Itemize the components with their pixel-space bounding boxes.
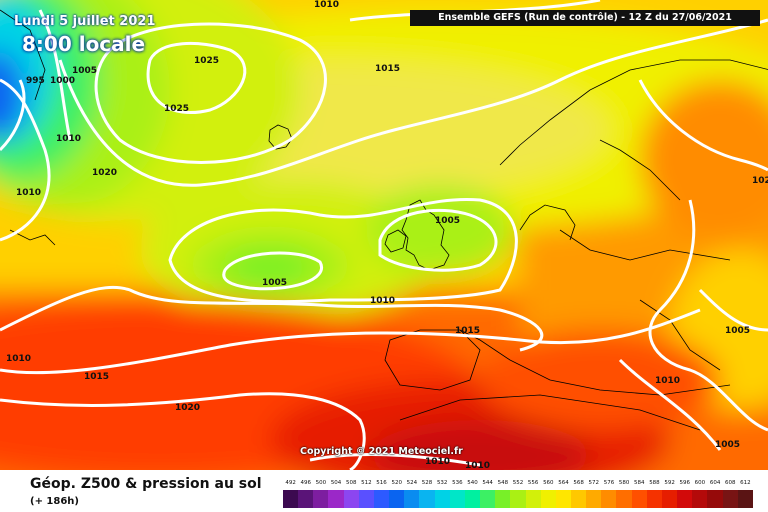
colorscale-label: 592 bbox=[664, 480, 675, 486]
colorscale-label: 552 bbox=[512, 480, 524, 486]
isobar-label: 1010 bbox=[16, 188, 42, 198]
colorscale-swatch bbox=[464, 490, 481, 508]
colorscale-swatch bbox=[677, 490, 693, 508]
coastlines bbox=[0, 9, 768, 431]
isobar-label: 1015 bbox=[455, 326, 481, 336]
forecast-local-time: 8:00 locale bbox=[22, 32, 146, 56]
colorscale-swatch bbox=[283, 490, 299, 508]
isobar-label: 1010 bbox=[370, 296, 396, 306]
forecast-step: (+ 186h) bbox=[30, 496, 79, 507]
colorscale-swatch bbox=[555, 490, 571, 508]
colorscale-label: 532 bbox=[436, 480, 448, 486]
colorscale-swatch bbox=[389, 490, 405, 508]
isobar-label: 1010 bbox=[6, 354, 32, 364]
isobar-label: 995 bbox=[26, 76, 45, 86]
isobar-label: 1010 bbox=[655, 376, 681, 386]
colorscale-label: 604 bbox=[709, 480, 721, 486]
colorscale-swatch bbox=[616, 490, 632, 508]
colorscale-label: 548 bbox=[497, 480, 509, 486]
colorscale-swatch bbox=[692, 490, 708, 508]
colorscale-swatch bbox=[313, 490, 329, 508]
colorscale-label: 492 bbox=[285, 480, 296, 486]
colorscale-label: 560 bbox=[543, 480, 554, 486]
isobar-label: 1005 bbox=[725, 326, 751, 336]
colorscale-label: 520 bbox=[391, 480, 402, 486]
isobar-label: 1010 bbox=[314, 0, 340, 10]
forecast-date: Lundi 5 juillet 2021 bbox=[14, 14, 156, 29]
colorscale-label: 576 bbox=[603, 480, 615, 486]
colorscale-swatch bbox=[570, 490, 587, 508]
colorscale-label: 496 bbox=[300, 480, 311, 486]
isobar-label: 1005 bbox=[72, 66, 98, 76]
isobar-label: 1005 bbox=[435, 216, 461, 226]
isobars bbox=[0, 0, 768, 470]
isobar-label: 1020 bbox=[92, 168, 118, 178]
model-run-info: Ensemble GEFS (Run de contrôle) - 12 Z d… bbox=[410, 10, 760, 26]
colorscale-label: 588 bbox=[649, 480, 660, 486]
colorscale-swatch bbox=[646, 490, 662, 508]
colorscale-label: 516 bbox=[376, 480, 387, 486]
colorscale-label: 584 bbox=[634, 480, 645, 486]
colorscale-swatch bbox=[661, 490, 678, 508]
colorscale-label: 564 bbox=[558, 480, 569, 486]
colorscale-label: 512 bbox=[361, 480, 372, 486]
colorscale-label: 524 bbox=[406, 480, 418, 486]
colorscale-label: 528 bbox=[421, 480, 433, 486]
colorscale-swatch bbox=[419, 490, 435, 508]
colorscale-swatch bbox=[404, 490, 420, 508]
colorscale-label: 556 bbox=[527, 480, 539, 486]
isobar-label: 1020 bbox=[175, 403, 201, 413]
colorscale-swatch bbox=[343, 490, 359, 508]
isobar-label: 1015 bbox=[84, 372, 110, 382]
colorscale-label: 608 bbox=[725, 480, 736, 486]
geopotential-field bbox=[0, 0, 768, 470]
isobar-label: 1005 bbox=[715, 440, 741, 450]
colorscale-swatch bbox=[358, 490, 374, 508]
colorscale-label: 600 bbox=[694, 480, 706, 486]
map-footer: Géop. Z500 & pression au sol (+ 186h) 49… bbox=[0, 470, 768, 512]
colorscale-label: 572 bbox=[588, 480, 600, 486]
isobar-label: 1025 bbox=[164, 104, 190, 114]
colorscale-label: 612 bbox=[740, 480, 751, 486]
colorscale-swatch bbox=[737, 490, 753, 508]
colorscale-label: 580 bbox=[618, 480, 630, 486]
colorscale-label: 500 bbox=[315, 480, 327, 486]
colorscale-swatch bbox=[298, 490, 314, 508]
colorscale-swatch bbox=[373, 490, 390, 508]
map-canvas bbox=[0, 0, 768, 470]
isobar-label: 1010 bbox=[56, 134, 82, 144]
colorscale-label: 540 bbox=[467, 480, 478, 486]
colorscale-swatch bbox=[707, 490, 723, 508]
isobar-label: 1025 bbox=[194, 56, 220, 66]
copyright-notice: Copyright © 2021 Meteociel.fr bbox=[300, 446, 463, 457]
colorscale-swatch bbox=[328, 490, 344, 508]
colorscale-swatch bbox=[540, 490, 556, 508]
isobar-label: 1000 bbox=[50, 76, 76, 86]
weather-map: 1010 1005 995 1000 1025 1025 1010 1020 1… bbox=[0, 0, 768, 470]
colorscale-bar bbox=[283, 490, 753, 508]
isobar-label: 102 bbox=[752, 176, 768, 186]
colorscale-label: 568 bbox=[573, 480, 584, 486]
map-title: Géop. Z500 & pression au sol bbox=[30, 476, 262, 492]
isobar-label: 1010 bbox=[465, 461, 491, 470]
colorscale-swatch bbox=[510, 490, 526, 508]
colorscale-swatch bbox=[586, 490, 602, 508]
colorscale-swatch bbox=[449, 490, 465, 508]
colorscale-label: 504 bbox=[330, 480, 342, 486]
colorscale-swatch bbox=[434, 490, 450, 508]
colorscale-label: 536 bbox=[452, 480, 463, 486]
colorscale-swatch bbox=[495, 490, 511, 508]
colorscale-swatch bbox=[480, 490, 496, 508]
isobar-label: 1010 bbox=[425, 457, 451, 467]
colorscale-label: 544 bbox=[482, 480, 493, 486]
colorscale-label: 508 bbox=[345, 480, 357, 486]
colorscale-swatch bbox=[722, 490, 738, 508]
colorscale-swatch bbox=[525, 490, 541, 508]
colorscale-swatch bbox=[631, 490, 647, 508]
colorscale-label: 596 bbox=[679, 480, 691, 486]
isobar-label: 1005 bbox=[262, 278, 288, 288]
isobar-label: 1015 bbox=[375, 64, 401, 74]
colorscale-swatch bbox=[601, 490, 617, 508]
